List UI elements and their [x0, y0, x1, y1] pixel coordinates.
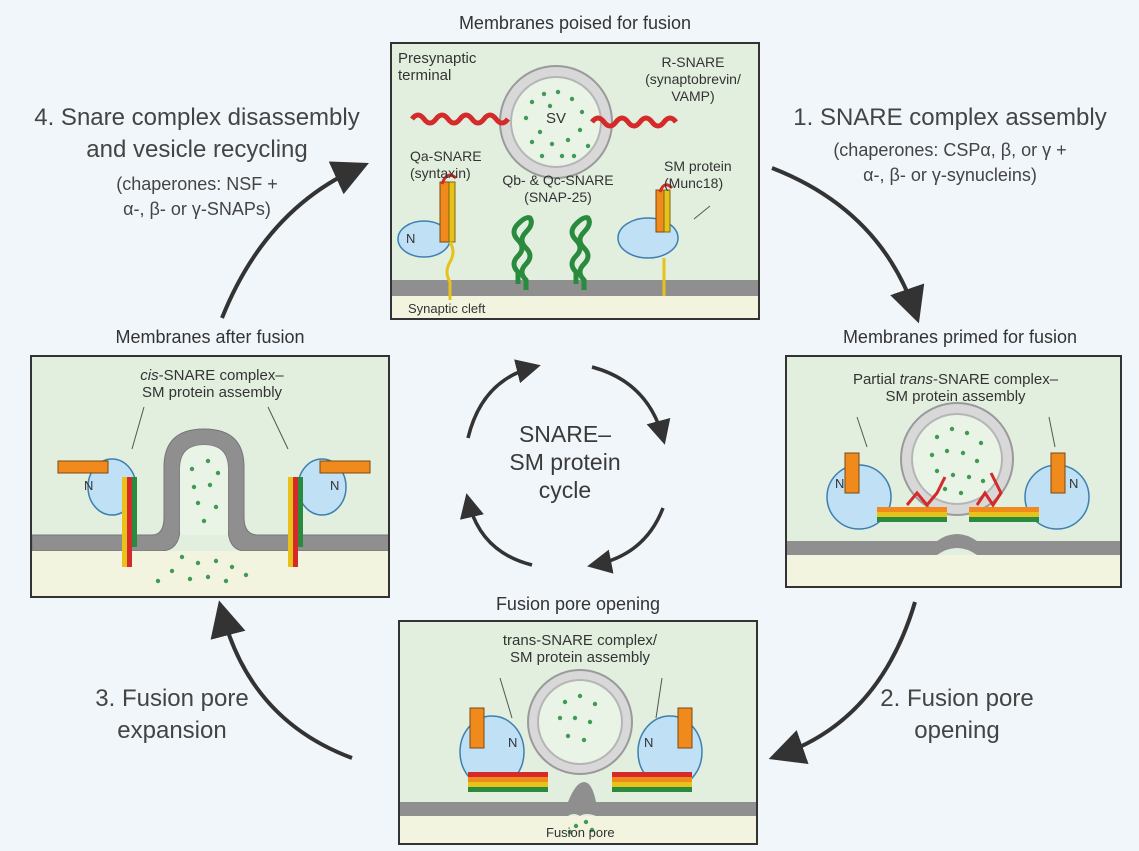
label-trans-snare-complex: trans-SNARE complex/ SM protein assembly [400, 632, 756, 666]
inner-arrow-1 [591, 365, 671, 445]
panel-membranes-primed: Partial trans-SNARE complex– SM protein … [785, 355, 1122, 588]
label-n-left: N [84, 478, 94, 493]
step-3-line-1: 3. Fusion pore [95, 685, 249, 712]
sm-line-2: (Munc18) [664, 175, 724, 191]
label-qa-snare: Qa-SNARE (syntaxin) [410, 148, 482, 182]
step-4-line-1: 4. Snare complex disassembly [34, 104, 360, 131]
step-1-title: 1. SNARE complex assembly [793, 104, 1107, 131]
sm-line-1: SM protein [664, 158, 732, 174]
snap25-right [569, 215, 592, 290]
partial-trans-line-1: Partial trans-SNARE complex– [787, 371, 1120, 388]
label-partial-trans-snare: Partial trans-SNARE complex– SM protein … [787, 371, 1120, 405]
presynaptic-line-2: terminal [398, 67, 452, 84]
qa-line-2: (syntaxin) [410, 165, 471, 181]
arrow-step-4 [220, 161, 369, 319]
label-n-right: N [644, 735, 654, 750]
snap25-left [511, 215, 534, 290]
trans-italic: trans [899, 371, 933, 388]
arrow-step-1 [771, 166, 925, 324]
panel-right-illustration [787, 402, 1120, 586]
inner-arrow-3 [460, 493, 533, 567]
step-4-chaperones-line-2: α-, β- or γ-SNAPs) [123, 199, 271, 219]
panel-right-title: Membranes primed for fusion [842, 327, 1078, 347]
trans-snare-line-2: SM protein assembly [509, 649, 651, 666]
center-line-3: cycle [538, 477, 592, 503]
step-4-chaperones-line-1: (chaperones: NSF + [116, 174, 278, 194]
label-sv: SV [546, 110, 567, 127]
panel-bottom-title: Fusion pore opening [495, 594, 661, 614]
omega-membrane [32, 428, 388, 552]
label-n-right: N [1069, 476, 1079, 491]
cycle-center-label: SNARE– SM protein cycle [500, 420, 630, 504]
label-fusion-pore: Fusion pore [546, 825, 615, 840]
qbc-line-2: (SNAP-25) [524, 189, 592, 205]
step-3-line-2: expansion [117, 717, 227, 744]
r-snare-left [410, 112, 510, 126]
qa-line-1: Qa-SNARE [410, 148, 482, 164]
r-snare-right [590, 115, 678, 129]
label-n-left: N [835, 476, 845, 491]
panel-membranes-after-fusion: cis-SNARE complex– SM protein assembly N… [30, 355, 390, 598]
step-2-line-2: opening [914, 717, 1000, 744]
cis-snare-text: -SNARE complex– [158, 367, 284, 384]
panel-fusion-pore-opening: trans-SNARE complex/ SM protein assembly… [398, 620, 758, 845]
label-cis-snare: cis-SNARE complex– SM protein assembly [82, 367, 342, 401]
step-3-text: 3. Fusion pore expansion [72, 683, 272, 747]
panel-top-title: Membranes poised for fusion [458, 13, 692, 33]
step-1-chaperones-line-1: (chaperones: CSPα, β, or γ + [833, 140, 1067, 160]
label-n-left: N [508, 735, 518, 750]
partial-text: Partial [852, 371, 900, 388]
trans-snare-line-1: trans-SNARE complex/ [502, 632, 658, 649]
step-1-text: 1. SNARE complex assembly (chaperones: C… [770, 102, 1130, 188]
snare-complex-text: -SNARE complex– [933, 371, 1059, 388]
r-snare-line-3: VAMP) [671, 88, 715, 104]
step-4-line-2: and vesicle recycling [86, 136, 308, 163]
cis-snare-line-2: SM protein assembly [141, 384, 283, 401]
label-sm-protein: SM protein (Munc18) [664, 158, 732, 192]
r-snare-line-1: R-SNARE [661, 54, 725, 70]
partial-trans-line-2: SM protein assembly [885, 388, 1026, 405]
arrow-step-2 [768, 601, 917, 765]
r-snare-line-2: (synaptobrevin/ [645, 71, 741, 87]
cis-italic: cis [140, 367, 159, 384]
qbc-line-1: Qb- & Qc-SNARE [502, 172, 614, 188]
label-r-snare: R-SNARE (synaptobrevin/ VAMP) [628, 54, 758, 105]
panel-membranes-poised: Presynaptic terminal R-SNARE (synaptobre… [390, 42, 760, 320]
step-2-line-1: 2. Fusion pore [880, 685, 1034, 712]
center-line-2: SM protein [509, 449, 621, 475]
panel-left-title: Membranes after fusion [115, 327, 305, 347]
inner-arrow-4 [466, 359, 541, 439]
label-presynaptic: Presynaptic terminal [398, 50, 476, 84]
label-synaptic-cleft: Synaptic cleft [408, 301, 486, 316]
panel-left-illustration [32, 406, 388, 596]
panel-top-illustration [392, 65, 758, 318]
label-n-right: N [330, 478, 340, 493]
label-qbc-snare: Qb- & Qc-SNARE (SNAP-25) [488, 172, 628, 206]
step-1-chaperones-line-2: α-, β- or γ-synucleins) [863, 165, 1037, 185]
arrow-step-3 [210, 600, 353, 760]
panel-bottom-illustration [400, 669, 756, 843]
step-4-text: 4. Snare complex disassembly and vesicle… [12, 102, 382, 222]
label-n-terminus: N [406, 231, 416, 246]
presynaptic-line-1: Presynaptic [398, 50, 477, 67]
inner-arrow-2 [587, 507, 665, 574]
cis-snare-line-1: cis-SNARE complex– [82, 367, 342, 384]
step-2-text: 2. Fusion pore opening [862, 683, 1052, 747]
center-line-1: SNARE– [518, 421, 612, 447]
